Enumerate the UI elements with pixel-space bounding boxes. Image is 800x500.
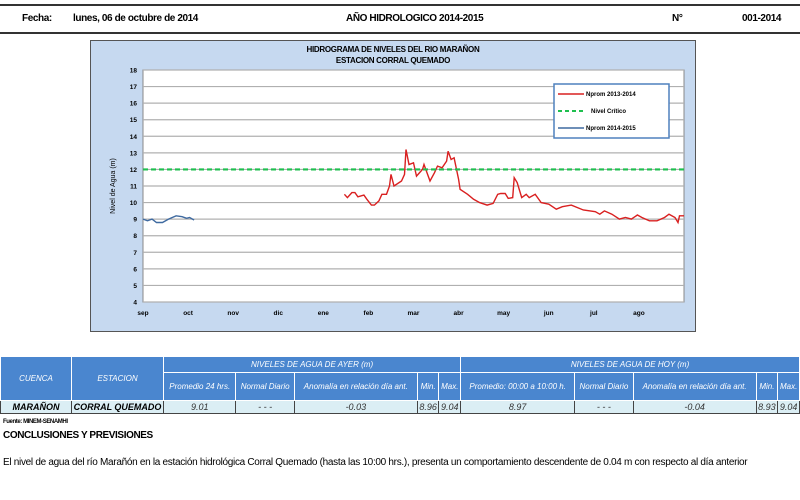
col-cuenca: CUENCA [0, 356, 72, 401]
y-tick-label: 4 [133, 300, 137, 307]
cell-cuenca: MARAÑON [0, 400, 72, 414]
cell: 9.04 [438, 400, 462, 414]
y-tick-label: 12 [130, 167, 138, 174]
col-header: Max. [438, 372, 462, 401]
y-tick-label: 10 [130, 200, 138, 207]
y-tick-label: 18 [130, 68, 138, 75]
legend-entry: Nprom 2013-2014 [586, 92, 636, 98]
col-header: Anomalía en relación día ant. [293, 372, 418, 401]
y-tick-label: 13 [130, 150, 138, 157]
group-hoy: NIVELES DE AGUA DE HOY (m) [460, 356, 800, 373]
hydrograph-chart: 4 5 6 7 8 9 10 11 12 13 14 15 16 17 18 sep oct nov dic ene f… [110, 68, 685, 317]
report-year: AÑO HIDROLOGICO 2014-2015 [346, 13, 484, 24]
y-tick-label: 17 [130, 84, 138, 91]
fecha-value: lunes, 06 de octubre de 2014 [73, 13, 198, 24]
x-tick-label: nov [227, 310, 239, 317]
cell: 9.01 [162, 400, 237, 414]
cell: -0.03 [293, 400, 418, 414]
cell: 8.93 [755, 400, 779, 414]
y-tick-label: 5 [133, 283, 137, 290]
source-note: Fuente: MINEM-SENAMHI [3, 419, 68, 425]
col-header: Promedio 24 hrs. [162, 372, 237, 401]
cell: -0.04 [632, 400, 757, 414]
legend-entry: Nprom 2014-2015 [586, 126, 636, 132]
x-tick-label: jul [589, 310, 598, 317]
chart-subtitle: ESTACION CORRAL QUEMADO [335, 56, 451, 65]
number-value: 001-2014 [742, 13, 782, 24]
x-tick-label: sep [137, 310, 148, 317]
col-header: Promedio: 00:00 a 10:00 h. [460, 372, 576, 401]
x-tick-label: feb [364, 310, 374, 317]
conclusions-text: El nivel de agua del río Marañón en la e… [3, 457, 748, 468]
y-axis-label: Nivel de Agua (m) [110, 158, 117, 214]
x-tick-label: ene [318, 310, 330, 317]
x-tick-label: dic [274, 310, 284, 317]
cell: - - - [574, 400, 634, 414]
y-tick-label: 9 [133, 217, 137, 224]
number-label: N° [672, 13, 683, 24]
cell: 8.96 [416, 400, 440, 414]
col-header: Min. [416, 372, 440, 401]
col-header: Normal Diario [235, 372, 295, 401]
legend-entry: Nivel Crítico [591, 109, 626, 115]
series-line-1 [343, 149, 684, 225]
x-tick-label: oct [183, 310, 194, 317]
header-rule [0, 32, 800, 34]
cell: 8.97 [460, 400, 576, 414]
cell-estacion: CORRAL QUEMADO [71, 400, 164, 414]
fecha-label: Fecha: [22, 13, 52, 24]
col-header: Max. [777, 372, 800, 401]
x-tick-label: mar [408, 310, 420, 317]
top-rule [0, 4, 800, 6]
table-row: MARAÑON CORRAL QUEMADO 9.01 - - - -0.03 … [0, 400, 800, 414]
y-tick-label: 7 [133, 250, 137, 257]
x-tick-label: abr [454, 310, 465, 317]
cell: 9.04 [777, 400, 800, 414]
chart-title: HIDROGRAMA DE NIVELES DEL RIO MARAÑON [306, 45, 480, 54]
conclusions-title: CONCLUSIONES Y PREVISIONES [3, 430, 153, 441]
y-tick-label: 6 [133, 266, 137, 273]
y-tick-label: 15 [130, 117, 138, 124]
col-header: Anomalía en relación día ant. [632, 372, 757, 401]
x-tick-label: jun [543, 310, 554, 317]
x-tick-label: ago [633, 310, 645, 317]
cell: - - - [235, 400, 295, 414]
series-line-3 [142, 215, 195, 224]
levels-table: CUENCA ESTACION NIVELES DE AGUA DE AYER … [0, 356, 800, 414]
x-tick-label: may [497, 310, 510, 317]
col-header: Min. [755, 372, 779, 401]
y-tick-label: 11 [130, 184, 137, 191]
chart-frame: HIDROGRAMA DE NIVELES DEL RIO MARAÑON ES… [90, 40, 696, 332]
y-tick-label: 14 [130, 134, 138, 141]
y-tick-label: 8 [133, 233, 137, 240]
y-tick-label: 16 [130, 101, 138, 108]
legend: Nprom 2013-2014 Nivel Crítico Nprom 2014… [553, 83, 670, 139]
col-estacion: ESTACION [71, 356, 164, 401]
group-ayer: NIVELES DE AGUA DE AYER (m) [162, 356, 462, 373]
col-header: Normal Diario [574, 372, 634, 401]
